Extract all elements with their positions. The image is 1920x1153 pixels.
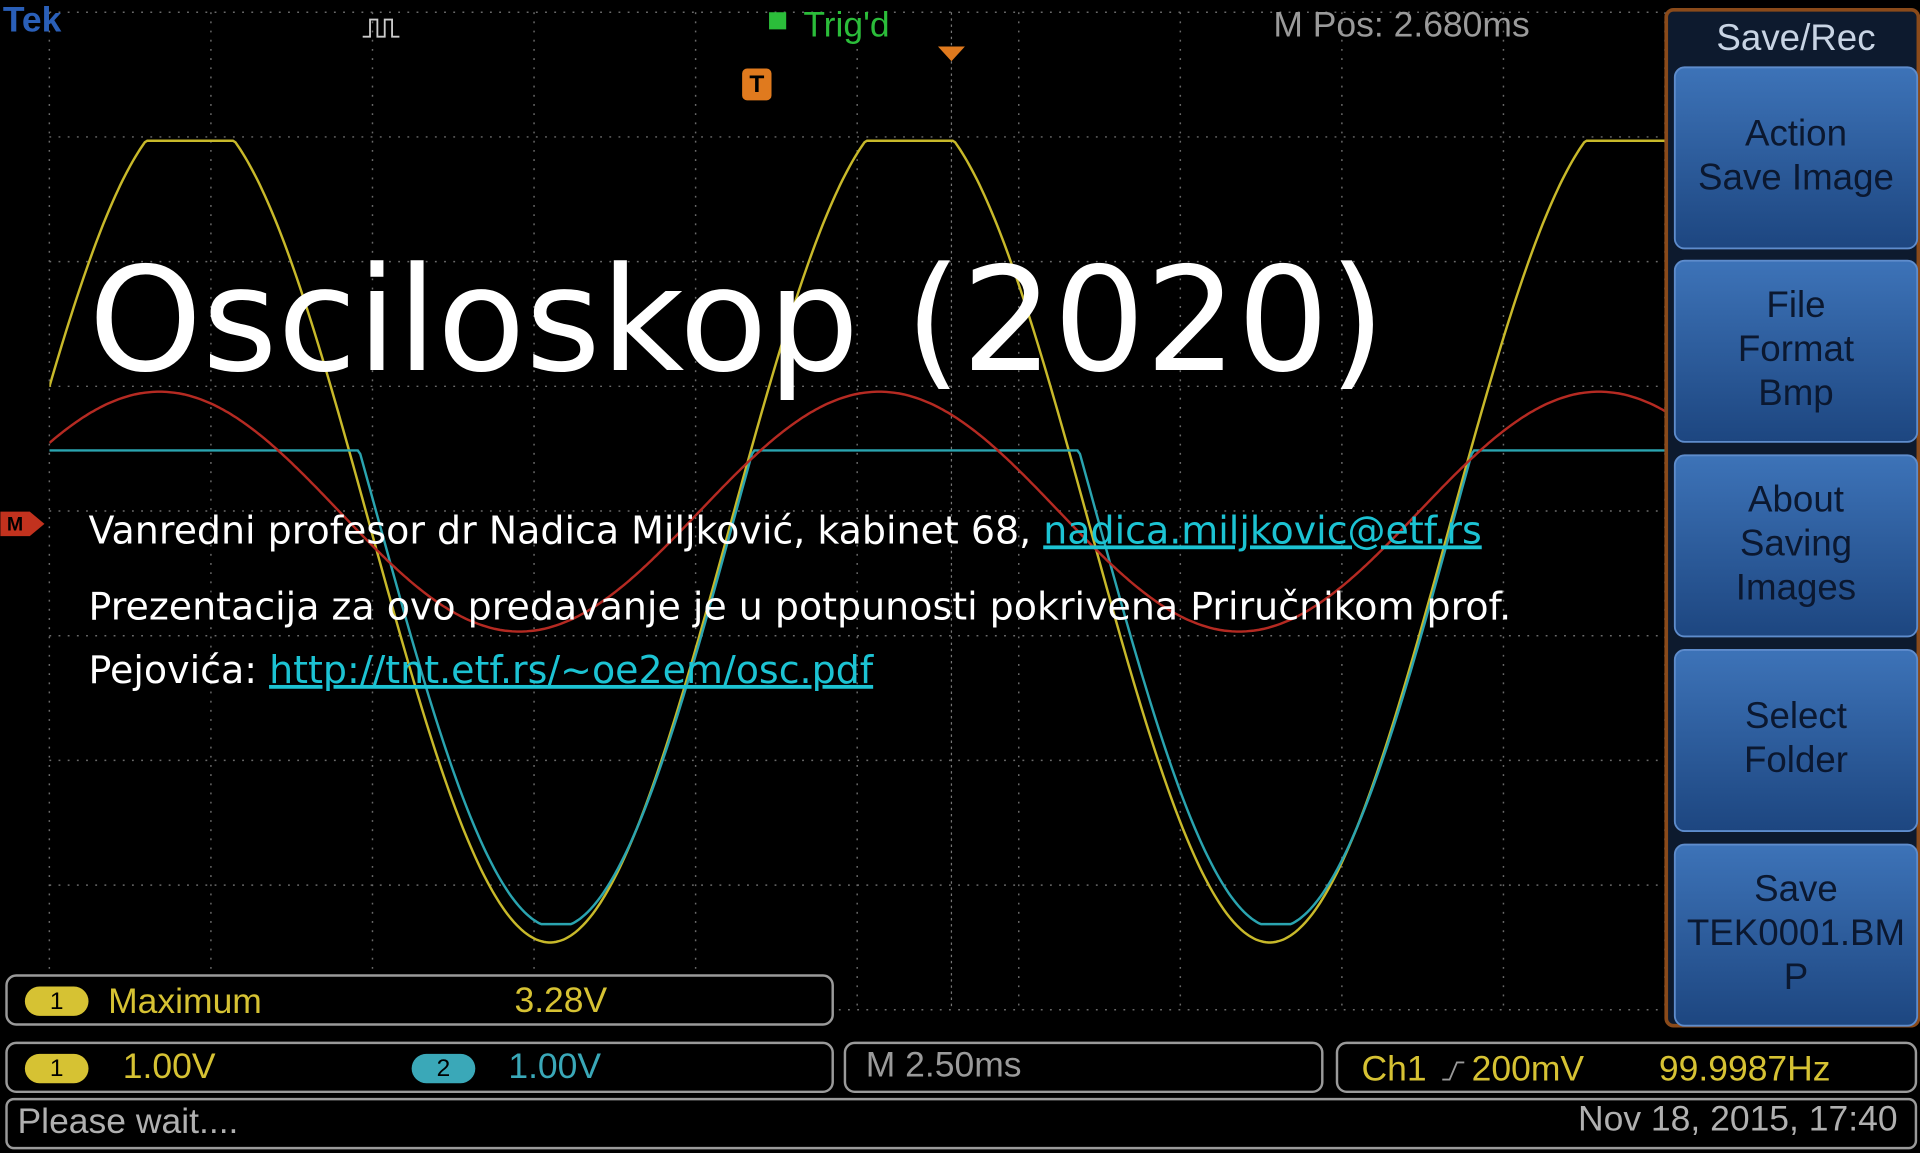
menu-button-label: About (1748, 479, 1844, 520)
trigger-level: 200mV (1472, 1048, 1585, 1088)
measurement-channel: 1 (50, 988, 64, 1015)
trigger-frequency: 99.9987Hz (1659, 1048, 1831, 1088)
channel-1-scale: 1.00V (123, 1046, 216, 1086)
trigger-marker: T (749, 71, 764, 98)
menu-title: Save/Rec (1716, 17, 1875, 58)
menu-button-label: Select (1745, 695, 1847, 736)
channel-1-number: 1 (50, 1055, 64, 1082)
channel-2-number: 2 (437, 1055, 451, 1082)
menu-button-label: Format (1738, 328, 1854, 369)
menu-button-label: P (1784, 956, 1808, 997)
trigger-source: Ch1 (1361, 1048, 1426, 1088)
menu-button-label: Save (1754, 868, 1838, 909)
brand: Tek (3, 0, 62, 39)
trigger-icon (769, 12, 786, 29)
slide-line-2: Prezentacija za ovo predavanje je u potp… (89, 584, 1512, 628)
slide-line-3: Pejovića: http://tnt.etf.rs/~oe2em/osc.p… (89, 647, 875, 691)
menu-button-label: Save Image (1698, 157, 1894, 198)
menu-button-label: Folder (1744, 739, 1848, 780)
line-text: Prezentacija za ovo predavanje je u potp… (89, 584, 1512, 628)
line-text: Pejovića: (89, 647, 270, 691)
menu-button-label: Saving (1740, 523, 1852, 564)
email-link[interactable]: nadica.miljkovic@etf.rs (1043, 508, 1482, 552)
slide-title: Osciloskop (2020) (89, 237, 1386, 405)
channel-2-scale: 1.00V (508, 1046, 601, 1086)
menu-button-label: Bmp (1758, 372, 1833, 413)
trigger-status: Trig'd (803, 4, 889, 44)
menu-button-label: TEK0001.BM (1687, 912, 1905, 953)
line-text: Vanredni profesor dr Nadica Miljković, k… (89, 508, 1044, 552)
document-link[interactable]: http://tnt.etf.rs/~oe2em/osc.pdf (269, 647, 875, 691)
slide: Tek Trig'd M Pos: 2.680ms T M Save/Rec A… (0, 0, 1920, 1153)
menu-button-label: File (1766, 284, 1825, 325)
measurement-value: 3.28V (514, 980, 607, 1020)
status: Please wait.... (18, 1101, 239, 1141)
menu-button-label: Images (1736, 567, 1856, 608)
math-marker: M (7, 513, 23, 535)
measurement-name: Maximum (108, 981, 262, 1021)
page: {"scope": { "brand": "Tek", "trigger_sta… (0, 0, 1920, 1153)
position: M Pos: 2.680ms (1273, 4, 1529, 44)
menu-button-label: Action (1745, 113, 1847, 154)
slide-line-1: Vanredni profesor dr Nadica Miljković, k… (89, 508, 1482, 552)
timebase: M 2.50ms (866, 1045, 1022, 1085)
datetime: Nov 18, 2015, 17:40 (1578, 1099, 1898, 1139)
